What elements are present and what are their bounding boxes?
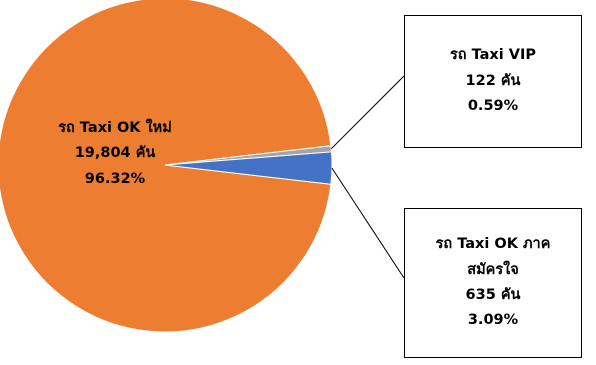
leader-lines (330, 75, 405, 279)
slice-taxi-ok-voluntary (164, 151, 333, 185)
callout-taxi-vip-name: รถ Taxi VIP (449, 47, 537, 64)
callout-taxi-ok-voluntary: รถ Taxi OK ภาค สมัครใจ 635 คัน 3.09% (404, 208, 582, 358)
leader-line-taxi-ok-voluntary (331, 167, 405, 279)
label-taxi-ok-new: รถ Taxi OK ใหม่ 19,804 คัน 96.32% (20, 116, 210, 192)
callout-taxi-vip-count: 122 คัน (465, 72, 521, 89)
callout-taxi-vip-percent: 0.59% (467, 98, 519, 115)
callout-taxi-ok-voluntary-count: 635 คัน (465, 287, 521, 303)
leader-line-taxi-vip (330, 75, 405, 150)
callout-taxi-vip: รถ Taxi VIP 122 คัน 0.59% (404, 15, 582, 148)
pie-slices (0, 0, 333, 333)
callout-taxi-ok-voluntary-percent: 3.09% (467, 312, 519, 329)
slice-taxi-ok-new (0, 0, 332, 333)
label-taxi-ok-new-count: 19,804 คัน (74, 145, 156, 162)
callout-taxi-ok-voluntary-name-2: สมัครใจ (467, 261, 519, 278)
callout-taxi-ok-voluntary-name-1: รถ Taxi OK ภาค (435, 236, 551, 253)
label-taxi-ok-new-percent: 96.32% (84, 170, 146, 187)
label-taxi-ok-new-name: รถ Taxi OK ใหม่ (58, 120, 172, 136)
